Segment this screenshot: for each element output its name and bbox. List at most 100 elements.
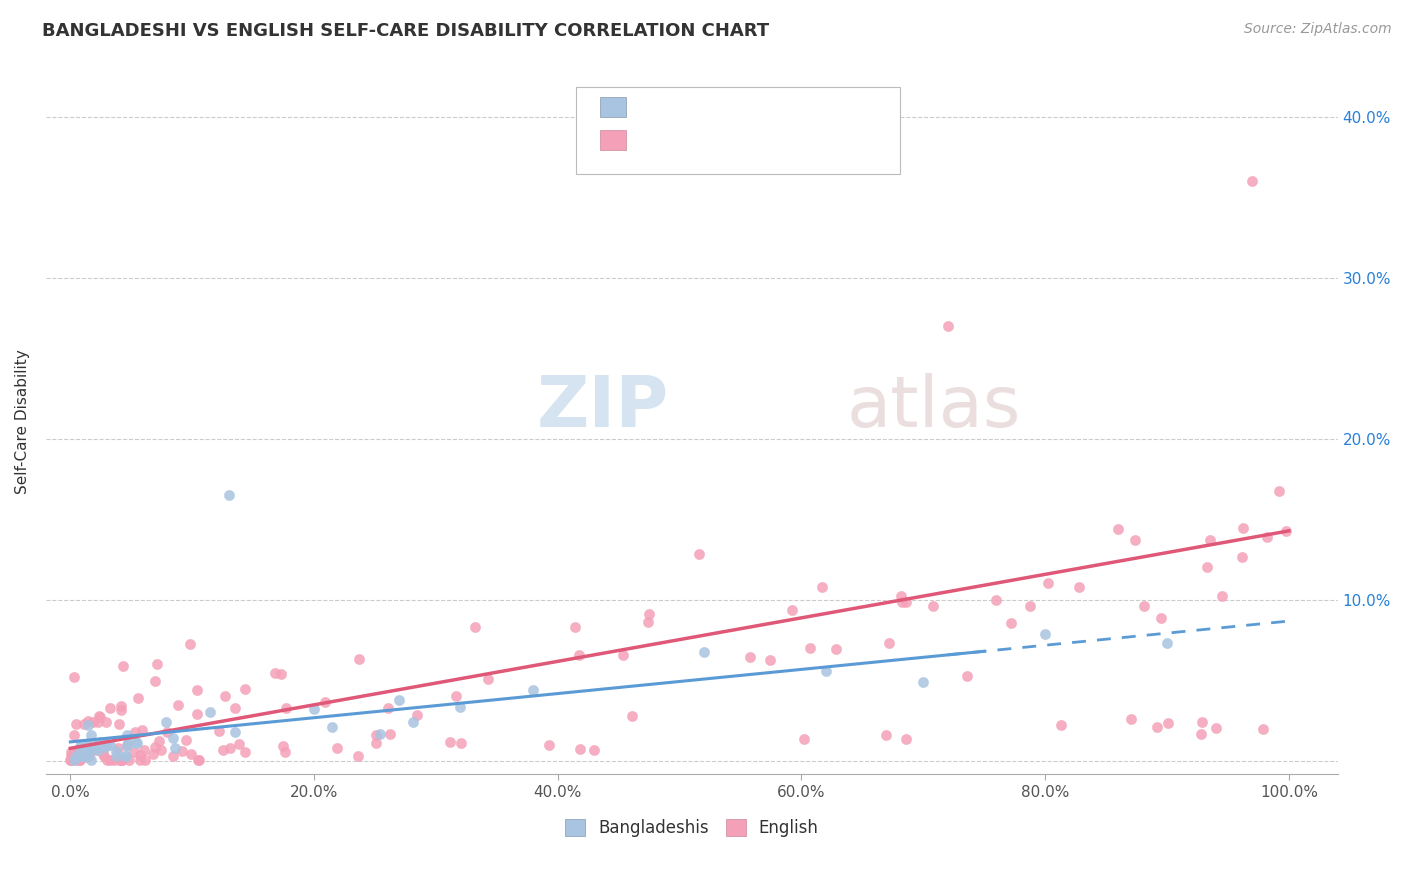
Point xyxy=(93,749,115,764)
Point xyxy=(69,739,91,754)
Point xyxy=(84,743,107,757)
Point xyxy=(912,674,935,689)
Point xyxy=(302,702,325,716)
Point xyxy=(172,743,194,757)
Point xyxy=(274,701,297,715)
Point xyxy=(76,749,98,764)
Point xyxy=(271,739,294,754)
Point xyxy=(73,717,96,731)
Point xyxy=(142,747,165,762)
Point xyxy=(1146,720,1168,734)
Point xyxy=(1038,575,1060,590)
Text: Source: ZipAtlas.com: Source: ZipAtlas.com xyxy=(1244,22,1392,37)
Point xyxy=(1211,589,1233,603)
Point xyxy=(80,740,103,755)
Point xyxy=(1191,714,1213,729)
Point xyxy=(364,737,387,751)
Point xyxy=(89,708,111,723)
Point xyxy=(896,731,918,746)
Point xyxy=(156,724,179,739)
Point xyxy=(131,723,153,737)
Text: BANGLADESHI VS ENGLISH SELF-CARE DISABILITY CORRELATION CHART: BANGLADESHI VS ENGLISH SELF-CARE DISABIL… xyxy=(42,22,769,40)
Point xyxy=(60,745,83,759)
Point xyxy=(77,736,100,750)
Point xyxy=(84,739,107,753)
Point xyxy=(148,734,170,748)
Text: 150: 150 xyxy=(779,136,814,153)
Point xyxy=(63,744,86,758)
Point xyxy=(128,753,150,767)
Point xyxy=(162,749,184,764)
Point xyxy=(208,723,231,738)
Point xyxy=(321,721,343,735)
Point xyxy=(1121,712,1143,726)
Point xyxy=(63,728,86,742)
Point xyxy=(1232,521,1254,535)
Point xyxy=(100,739,122,753)
Point xyxy=(693,645,716,659)
Point xyxy=(63,670,86,684)
Point xyxy=(188,753,211,767)
Point xyxy=(103,753,125,767)
Point xyxy=(688,547,710,561)
Point xyxy=(94,740,117,755)
Point xyxy=(105,748,128,763)
Point xyxy=(1232,550,1254,565)
Point xyxy=(73,741,96,756)
Point xyxy=(922,599,945,614)
Point xyxy=(180,747,202,761)
Point xyxy=(73,748,96,763)
Point xyxy=(877,636,900,650)
Point xyxy=(1133,599,1156,613)
Point xyxy=(76,738,98,752)
Point xyxy=(477,673,499,687)
Text: N =: N = xyxy=(740,103,776,120)
Point xyxy=(814,664,837,678)
Point xyxy=(105,744,128,758)
Point xyxy=(582,743,605,757)
Point xyxy=(186,706,208,721)
Point xyxy=(638,607,661,621)
Point xyxy=(73,746,96,760)
Point xyxy=(162,731,184,746)
Point xyxy=(59,753,82,767)
Point xyxy=(77,717,100,731)
Point xyxy=(1107,522,1129,536)
Point xyxy=(155,714,177,729)
Point xyxy=(890,595,912,609)
Point xyxy=(76,748,98,763)
Point xyxy=(449,700,471,714)
Point xyxy=(233,745,256,759)
Point xyxy=(66,743,89,757)
Point xyxy=(1191,727,1213,741)
Point xyxy=(143,673,166,688)
Point xyxy=(326,741,349,756)
Point xyxy=(98,700,121,714)
Point xyxy=(179,637,201,651)
Point xyxy=(263,665,285,680)
Point xyxy=(167,698,190,713)
Point xyxy=(73,748,96,763)
Point xyxy=(198,705,221,719)
Point xyxy=(75,750,97,764)
Point xyxy=(1050,718,1073,732)
Point xyxy=(87,736,110,750)
Text: atlas: atlas xyxy=(846,373,1021,442)
Point xyxy=(108,716,131,731)
Point xyxy=(174,733,197,747)
Point xyxy=(110,698,132,713)
Text: 0.544: 0.544 xyxy=(673,136,725,153)
Point xyxy=(1205,722,1227,736)
Point xyxy=(124,725,146,739)
Point xyxy=(380,727,402,741)
Point xyxy=(70,748,93,763)
Point xyxy=(77,714,100,728)
Point xyxy=(82,715,104,730)
Point xyxy=(233,681,256,696)
Point xyxy=(132,743,155,757)
Text: R =: R = xyxy=(634,103,671,120)
Point xyxy=(93,734,115,748)
Point xyxy=(70,737,93,751)
Point xyxy=(65,748,87,763)
Point xyxy=(799,640,821,655)
